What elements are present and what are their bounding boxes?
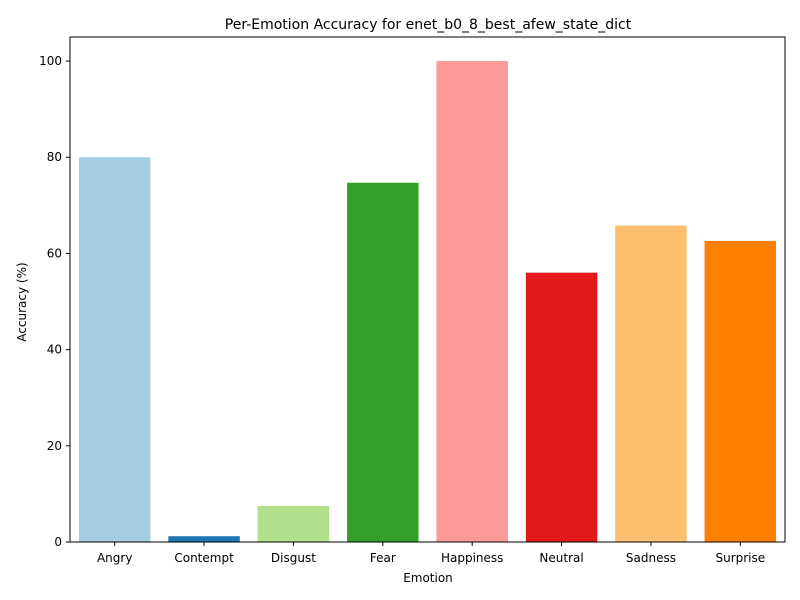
x-tick-label: Contempt (174, 551, 234, 565)
bar-neutral (525, 272, 598, 542)
y-tick-label: 80 (47, 150, 62, 164)
bar-angry (78, 157, 151, 542)
x-tick-label: Fear (370, 551, 396, 565)
y-tick-label: 20 (47, 439, 62, 453)
x-tick-label: Happiness (441, 551, 503, 565)
x-tick-label: Neutral (539, 551, 583, 565)
bar-surprise (704, 240, 777, 542)
x-tick-label: Angry (97, 551, 132, 565)
bar-disgust (257, 505, 330, 542)
y-axis-label: Accuracy (%) (15, 262, 29, 341)
x-axis-ticks: Angry Contempt Disgust Fear Happiness Neutral… (97, 542, 765, 565)
x-tick-label: Surprise (715, 551, 765, 565)
y-tick-label: 40 (47, 343, 62, 357)
bar-contempt (168, 536, 240, 542)
y-tick-label: 0 (54, 535, 62, 549)
x-axis-label: Emotion (403, 571, 453, 585)
y-tick-label: 60 (47, 246, 62, 260)
chart-title: Per-Emotion Accuracy for enet_b0_8_best_… (225, 17, 632, 33)
bar-happiness (436, 61, 508, 543)
bar-fear (347, 182, 419, 542)
x-tick-label: Sadness (626, 551, 676, 565)
x-tick-label: Disgust (271, 551, 316, 565)
y-axis-ticks: 0 20 40 60 80 100 (39, 54, 70, 549)
y-tick-label: 100 (39, 54, 62, 68)
bar-sadness (615, 225, 687, 543)
plot-frame (69, 36, 786, 543)
bars (78, 61, 777, 543)
